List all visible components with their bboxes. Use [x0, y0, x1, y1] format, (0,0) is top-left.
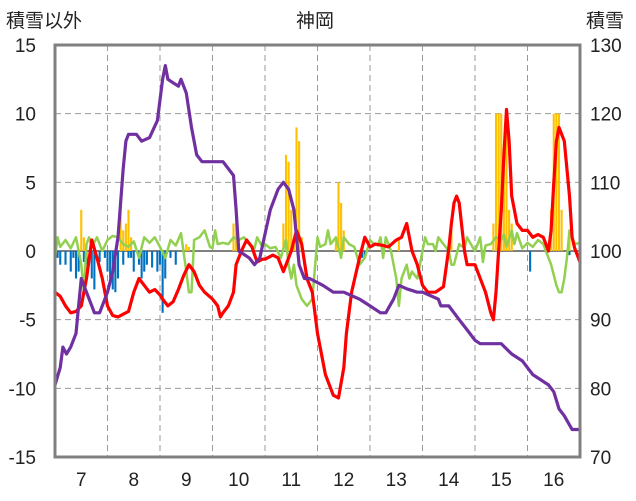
- bar-orange: [560, 209, 563, 251]
- bar-blue: [77, 251, 80, 272]
- y-tick-label-left: 0: [25, 242, 36, 263]
- bar-orange: [298, 141, 301, 251]
- bar-blue: [143, 251, 146, 272]
- bar-blue: [161, 251, 164, 313]
- x-tick-label: 10: [228, 470, 249, 491]
- y-tick-label-right: 70: [590, 448, 611, 469]
- bar-blue: [59, 251, 62, 265]
- bar-blue: [140, 251, 143, 279]
- x-tick-label: 15: [491, 470, 512, 491]
- bar-blue: [122, 251, 125, 265]
- x-tick-label: 13: [386, 470, 407, 491]
- y-axis-left-ticks: 15 10 5 0 -5 -10 -15: [9, 36, 36, 469]
- bar-blue: [145, 251, 148, 265]
- x-tick-label: 7: [76, 470, 87, 491]
- bar-orange: [284, 154, 288, 251]
- bar-orange: [340, 202, 343, 251]
- bar-blue: [64, 251, 67, 265]
- bar-orange: [568, 237, 571, 251]
- bar-blue: [106, 251, 109, 272]
- bar-orange: [508, 209, 511, 251]
- bar-blue: [90, 251, 93, 279]
- bar-blue: [82, 251, 85, 262]
- bar-orange: [287, 161, 290, 251]
- bar-orange: [334, 237, 337, 251]
- bar-orange: [505, 113, 508, 252]
- y-tick-label-left: 15: [15, 36, 36, 57]
- bar-blue: [114, 251, 117, 293]
- bar-blue: [116, 251, 120, 279]
- bar-orange: [494, 113, 498, 252]
- bar-orange: [295, 127, 298, 251]
- series-line: [53, 229, 582, 308]
- bar-orange: [337, 182, 340, 251]
- bar-orange: [450, 230, 453, 251]
- bar-orange: [555, 113, 558, 252]
- bar-orange: [127, 209, 130, 251]
- x-tick-label: 14: [438, 470, 460, 491]
- bar-blue: [361, 251, 364, 258]
- bar-orange: [282, 223, 285, 251]
- bar-blue: [103, 251, 106, 258]
- bar-blue: [130, 251, 133, 258]
- plot-frame: [53, 43, 582, 459]
- x-tick-label: 9: [181, 470, 192, 491]
- y-tick-label-right: 100: [590, 242, 622, 263]
- bar-orange: [557, 113, 561, 252]
- bar-orange: [185, 244, 188, 251]
- y-tick-label-right: 90: [590, 311, 611, 332]
- y-tick-label-left: 10: [15, 105, 36, 126]
- chart-title: 神岡: [296, 10, 334, 32]
- bar-blue: [93, 251, 96, 290]
- bar-orange: [80, 209, 83, 251]
- y-tick-label-right: 130: [590, 36, 622, 57]
- bar-orange: [122, 230, 125, 251]
- y-tick-label-right: 80: [590, 379, 611, 400]
- bar-orange: [502, 168, 505, 251]
- y-tick-label-left: -10: [9, 379, 36, 400]
- bar-blue: [151, 251, 154, 268]
- x-tick-label: 11: [281, 470, 301, 491]
- y-tick-label-left: -15: [9, 448, 36, 469]
- bar-orange: [497, 113, 500, 252]
- bar-blue: [127, 251, 130, 258]
- x-axis-ticks: 7 8 9 10 11 12 13 14 15 16: [76, 470, 564, 491]
- bar-blue: [74, 251, 78, 279]
- y-axis-left-label: 積雪以外: [6, 10, 82, 32]
- bar-blue: [56, 251, 59, 258]
- bar-orange: [292, 244, 295, 251]
- bar-blue: [72, 251, 75, 258]
- bar-orange: [397, 237, 400, 251]
- bar-blue: [568, 251, 571, 256]
- y-axis-right-ticks: 130 120 110 100 90 80 70: [590, 36, 622, 469]
- bar-orange: [510, 223, 513, 251]
- y-tick-label-right: 120: [590, 105, 622, 126]
- y-tick-label-left: -5: [19, 311, 36, 332]
- x-tick-label: 12: [333, 470, 354, 491]
- bar-orange: [290, 209, 293, 251]
- bar-blue: [69, 251, 72, 272]
- bar-blue: [156, 251, 159, 272]
- x-tick-label: 16: [543, 470, 564, 491]
- bar-blue: [132, 251, 135, 272]
- y-axis-right-label: 積雪: [586, 10, 624, 32]
- x-tick-label: 8: [128, 470, 139, 491]
- bar-blue: [98, 251, 101, 262]
- bar-blue: [164, 251, 167, 279]
- bar-orange: [187, 246, 190, 251]
- bar-orange: [492, 223, 495, 251]
- y-tick-label-right: 110: [590, 173, 620, 194]
- bar-blue: [169, 251, 172, 258]
- series-line: [53, 107, 582, 400]
- bar-blue: [174, 251, 177, 265]
- bar-orange: [124, 223, 127, 251]
- bar-blue: [158, 251, 162, 265]
- y-tick-label-left: 5: [25, 173, 36, 194]
- bar-blue: [109, 251, 112, 279]
- bar-blue: [529, 251, 532, 272]
- series-lines: [53, 63, 582, 432]
- bar-orange: [82, 237, 85, 251]
- series-line: [53, 63, 582, 432]
